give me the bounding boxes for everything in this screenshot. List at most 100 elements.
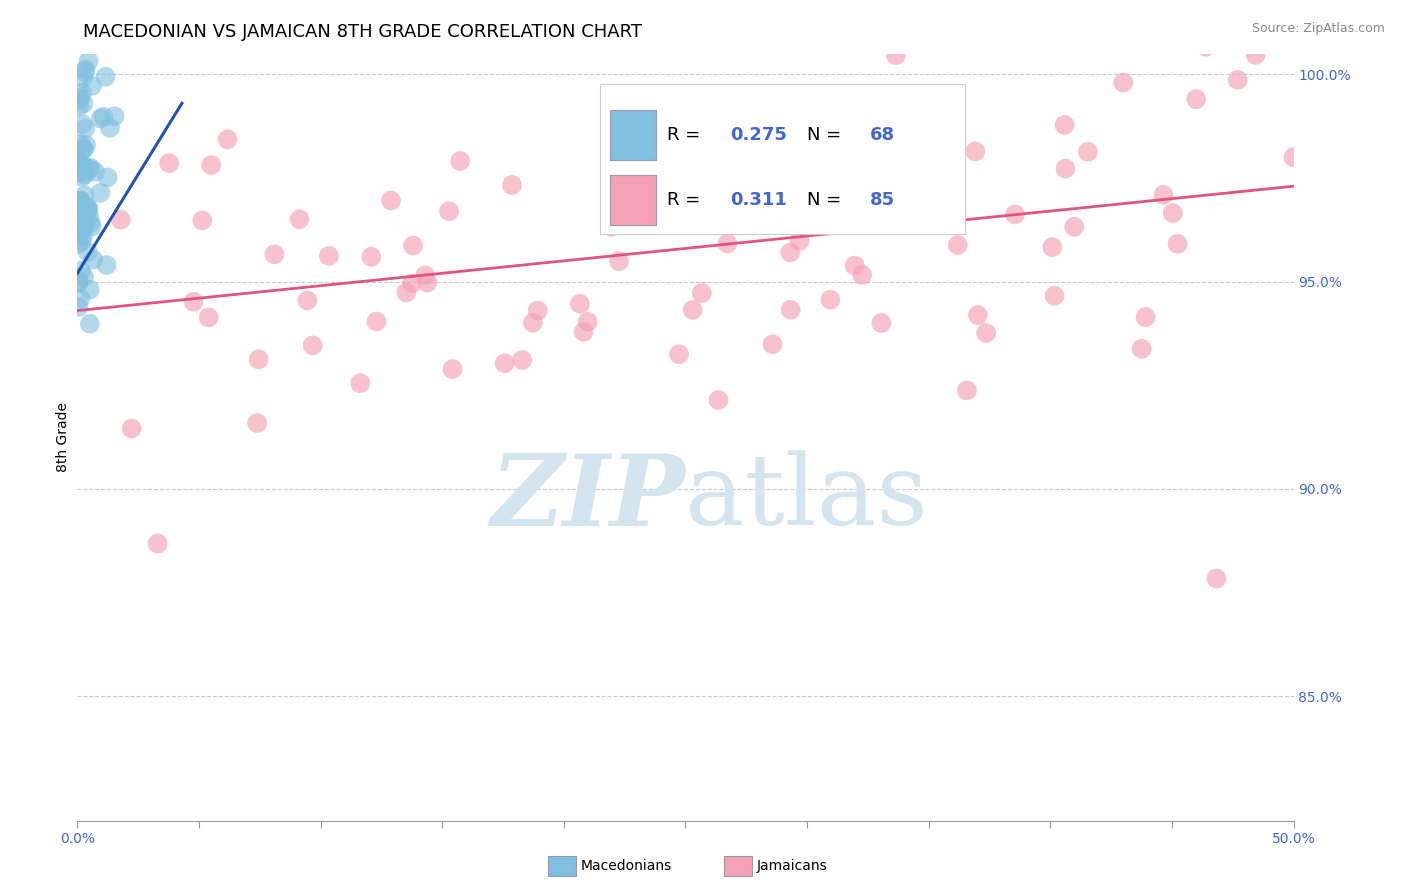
- Point: [1053, 118, 1076, 132]
- Point: [75, 62, 97, 77]
- Point: [1226, 72, 1249, 87]
- Point: [67, 236, 90, 251]
- Point: [67, 228, 90, 243]
- Point: [288, 212, 311, 227]
- Point: [67, 274, 90, 288]
- Point: [600, 219, 623, 234]
- Point: [761, 337, 783, 351]
- Point: [1194, 39, 1216, 54]
- Point: [1166, 236, 1188, 251]
- Text: Jamaicans: Jamaicans: [756, 859, 827, 873]
- Point: [72, 96, 94, 111]
- Point: [110, 212, 132, 227]
- Point: [526, 303, 548, 318]
- Point: [301, 338, 323, 352]
- Point: [779, 245, 801, 260]
- Point: [1054, 161, 1077, 176]
- Text: N =: N =: [807, 126, 846, 144]
- Point: [246, 416, 269, 430]
- Point: [79, 283, 101, 297]
- Point: [501, 178, 523, 192]
- Point: [191, 213, 214, 227]
- Point: [1112, 76, 1135, 90]
- Point: [69, 194, 91, 208]
- Point: [98, 120, 121, 135]
- Point: [121, 421, 143, 435]
- Point: [72, 142, 94, 156]
- Point: [70, 86, 93, 100]
- Point: [69, 155, 91, 169]
- Point: [82, 252, 104, 267]
- Point: [72, 210, 94, 224]
- Point: [72, 222, 94, 236]
- Point: [607, 254, 630, 268]
- Point: [716, 236, 738, 251]
- Point: [682, 302, 704, 317]
- Point: [827, 178, 849, 192]
- Point: [690, 285, 713, 300]
- Point: [70, 264, 93, 278]
- Text: Source: ZipAtlas.com: Source: ZipAtlas.com: [1251, 22, 1385, 36]
- Point: [870, 195, 893, 210]
- Point: [75, 138, 97, 153]
- Text: atlas: atlas: [686, 450, 928, 546]
- Text: 68: 68: [870, 126, 896, 144]
- Point: [707, 392, 730, 407]
- Point: [839, 175, 862, 189]
- Point: [820, 293, 842, 307]
- Point: [75, 121, 97, 136]
- Text: MACEDONIAN VS JAMAICAN 8TH GRADE CORRELATION CHART: MACEDONIAN VS JAMAICAN 8TH GRADE CORRELA…: [83, 23, 643, 41]
- FancyBboxPatch shape: [610, 110, 657, 160]
- Point: [72, 164, 94, 178]
- Point: [1282, 150, 1305, 164]
- Point: [73, 219, 96, 234]
- Point: [75, 199, 97, 213]
- Point: [576, 315, 599, 329]
- Text: Macedonians: Macedonians: [581, 859, 672, 873]
- Point: [67, 215, 90, 229]
- Point: [76, 245, 98, 260]
- Point: [77, 54, 100, 68]
- Point: [366, 314, 388, 328]
- Point: [72, 160, 94, 174]
- Point: [297, 293, 319, 308]
- Point: [69, 292, 91, 306]
- Point: [67, 300, 90, 314]
- Point: [90, 112, 112, 126]
- Y-axis label: 8th Grade: 8th Grade: [56, 402, 70, 472]
- Point: [96, 258, 118, 272]
- Point: [67, 153, 90, 167]
- Text: R =: R =: [668, 126, 706, 144]
- Point: [1040, 240, 1063, 254]
- Point: [80, 216, 103, 230]
- Point: [349, 376, 371, 391]
- Point: [69, 90, 91, 104]
- Point: [510, 353, 533, 368]
- Point: [572, 325, 595, 339]
- Point: [80, 78, 103, 93]
- Point: [360, 250, 382, 264]
- Point: [89, 186, 111, 200]
- Point: [263, 247, 285, 261]
- Point: [93, 110, 115, 124]
- Point: [70, 157, 93, 171]
- Point: [1063, 219, 1085, 234]
- Point: [621, 208, 644, 222]
- Point: [67, 276, 90, 290]
- Text: 85: 85: [870, 191, 896, 209]
- Point: [73, 142, 96, 156]
- Point: [72, 229, 94, 244]
- Point: [413, 268, 436, 283]
- Point: [183, 294, 205, 309]
- Point: [72, 71, 94, 86]
- Point: [1244, 47, 1267, 62]
- Point: [380, 194, 402, 208]
- Point: [157, 156, 180, 170]
- Point: [69, 92, 91, 106]
- Point: [73, 269, 96, 284]
- Point: [197, 310, 219, 325]
- Point: [437, 204, 460, 219]
- FancyBboxPatch shape: [610, 175, 657, 225]
- Point: [1161, 206, 1184, 220]
- Point: [84, 165, 107, 179]
